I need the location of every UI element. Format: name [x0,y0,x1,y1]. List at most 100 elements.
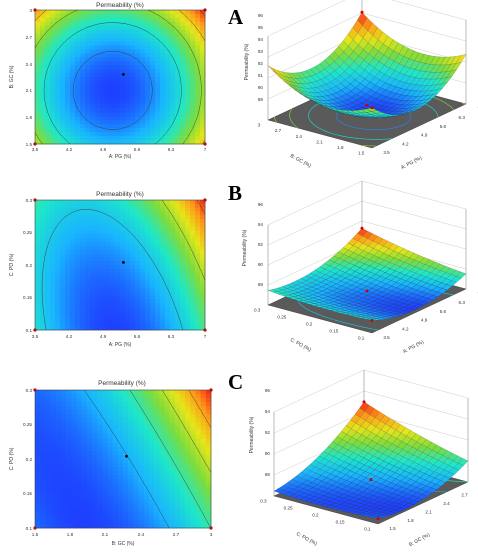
contour-c-cell [91,511,98,517]
contour-b-cell [180,211,186,216]
contour-c-cell [185,418,191,423]
contour-a-cell [140,25,146,31]
contour-a-cell [110,120,116,125]
contour-c-cell [117,446,124,452]
contour-b-cell [90,261,96,266]
contour-a-cell [145,57,151,62]
contour-a-cell [110,100,116,105]
contour-a-cell [110,116,116,121]
contour-c-cell [195,442,201,448]
contour-a-cell [140,57,146,62]
contour-a-cell [135,69,141,74]
contour-a-cell [190,128,196,133]
contour-a-cell [130,13,136,19]
contour-c-cell [102,467,108,472]
contour-a-cell [40,53,46,58]
contour-b-cell [190,287,196,293]
contour-a-cell [145,88,151,94]
contour-b-cell [170,226,176,231]
contour-a-cell [60,41,66,46]
contour-b-cell [185,268,191,273]
contour-a-cell [60,73,66,78]
contour-a-cell [160,61,166,66]
contour-a-cell [120,69,126,74]
contour-c-cell [40,442,46,448]
contour-b-cell [110,215,116,220]
contour-b-cell [75,272,81,277]
surface-a-xtick: 5.6 [440,124,447,129]
contour-a-cell [75,77,81,82]
contour-b-cell [150,326,156,331]
contour-a-cell [45,132,51,137]
contour-a-cell [165,104,171,109]
surface-b-xtick: 6.3 [459,300,466,305]
contour-b-cell [125,222,131,228]
contour-a-cell [190,120,196,125]
contour-a-cell [110,29,116,34]
contour-a-cell [40,124,46,129]
contour-a-cell [50,84,56,90]
contour-c-cell [195,450,201,456]
contour-c-cell [148,479,155,484]
contour-b-cell [45,326,51,331]
contour-b-cell [175,287,181,293]
contour-c-cell [190,414,196,419]
contour-a-cell [50,120,56,125]
contour-a-cell [50,80,56,86]
contour-a-cell [95,112,101,117]
contour-a-cell [50,21,56,27]
contour-c-cell [55,503,62,509]
contour-a-cell [105,33,111,38]
contour-b-cell [180,280,186,285]
contour-b-cell [100,299,106,304]
surface-a-ztick: 92 [258,61,264,66]
contour-a-cell [100,33,106,38]
contour-b-cell [60,219,66,224]
contour-b-cell [170,215,176,220]
contour-a-cell [180,29,186,34]
contour-c-cell [159,503,165,509]
contour-c-cell [169,471,176,476]
contour-b-cell [50,265,56,270]
contour-c-cell [117,463,124,468]
contour-b-cell [155,257,161,262]
contour-b-cell [95,222,101,228]
contour-a-cell [35,69,41,74]
contour-b-cell [195,303,201,308]
contour-a-cell [125,13,131,19]
contour-c-cell [159,394,165,399]
contour-a-cell [55,21,61,27]
contour-b-cell [85,219,91,224]
contour-b-cell [70,245,76,251]
contour-a-cell [105,132,111,137]
surface-c-ztick: 96 [265,388,271,393]
contour-c-cell [66,495,72,500]
contour-a-cell [70,132,76,137]
contour-c-cell [86,446,93,452]
contour-c-cell [143,418,150,423]
contour-a-cell [55,33,61,38]
contour-b-cell [195,299,201,304]
contour-c-cell [35,507,41,513]
contour-c-cell [128,467,134,472]
contour-a-cell [175,120,181,125]
contour-b-cell [100,295,106,300]
contour-b-cell [90,307,96,312]
contour-a-cell [185,61,191,66]
contour-a-cell [35,124,41,129]
contour-c-cell [190,471,196,476]
contour-b-cell [135,314,141,319]
contour-b-cell [145,207,151,212]
contour-b-cell [185,226,191,231]
contour-c-cell [200,499,207,504]
contour-a-cell [60,53,66,58]
contour-b-cell [85,261,91,266]
contour-a-cell [110,17,116,23]
contour-c-cell [143,459,150,464]
contour-b-cell [135,226,141,231]
contour-c-cell [205,483,212,488]
contour-c-cell [45,499,51,504]
contour-b-cell [190,303,196,308]
contour-a-cell [80,124,86,129]
contour-c-cell [179,459,186,464]
